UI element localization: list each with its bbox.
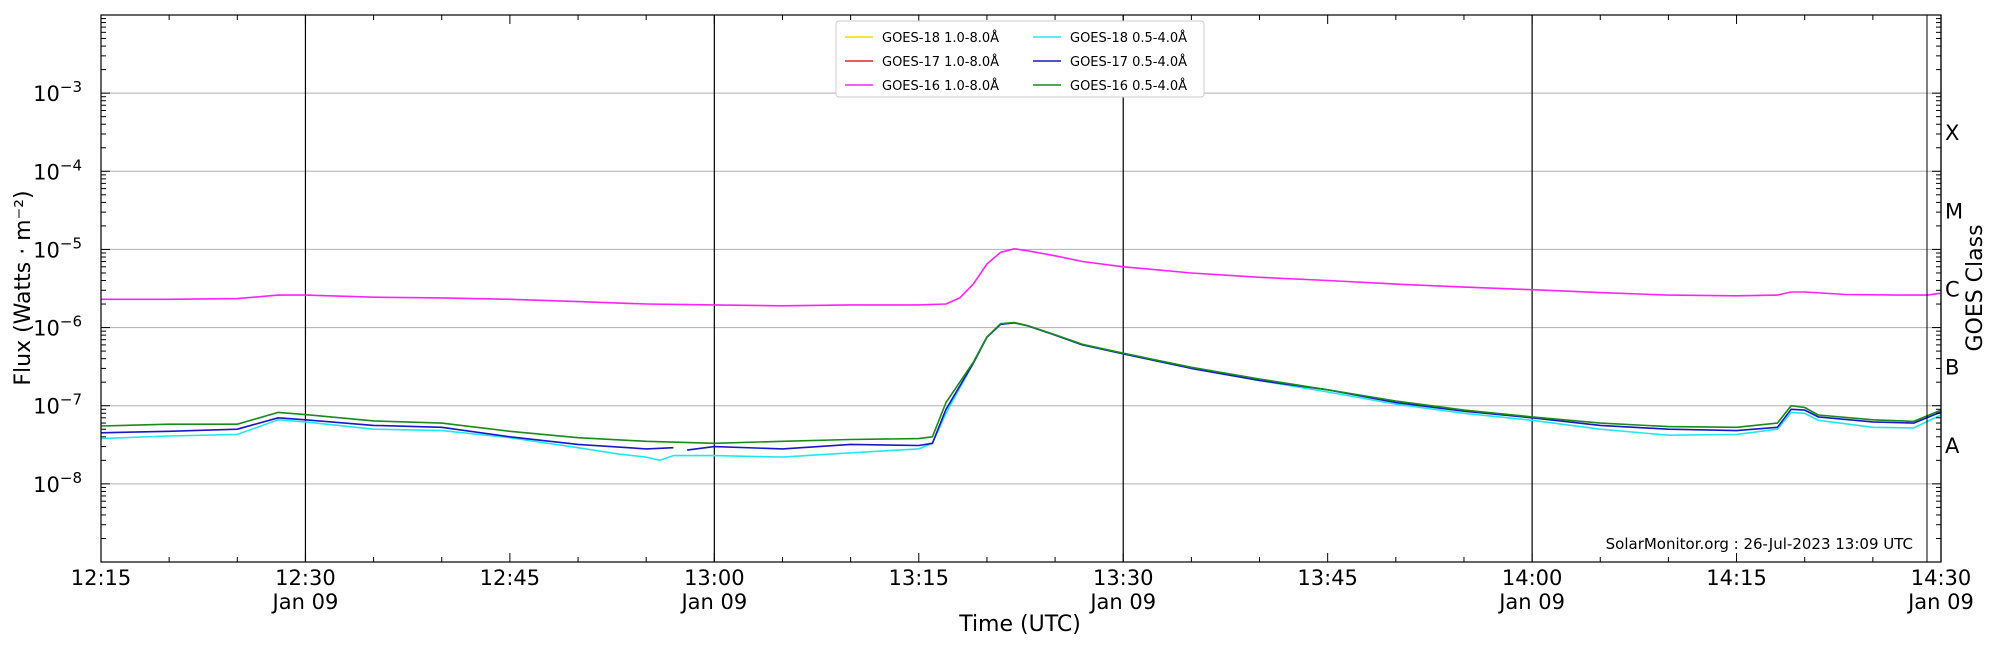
ticks <box>100 15 1942 563</box>
legend-label: GOES-16 1.0-8.0Å <box>882 78 999 94</box>
series-line <box>100 321 1942 445</box>
x-tick-date-label: Jan 09 <box>1088 590 1156 614</box>
legend-label: GOES-17 1.0-8.0Å <box>882 54 999 70</box>
goes-class-label: C <box>1945 278 1960 302</box>
x-tick-date-label: Jan 09 <box>1497 590 1565 614</box>
series-line <box>101 248 1942 307</box>
y-tick-labels: 10−8 10−7 10−6 10−5 10−4 10−3 <box>33 78 82 497</box>
x-axis-title: Time (UTC) <box>958 612 1081 637</box>
y2-axis-title: GOES Class <box>1963 224 1988 351</box>
y-tick-label: 10−6 <box>33 313 82 341</box>
goes-class-label: B <box>1945 356 1959 380</box>
legend-box <box>835 20 1205 98</box>
series-layer <box>100 248 1942 462</box>
plot-area <box>101 15 1941 562</box>
x-tick-label: 13:15 <box>889 566 950 590</box>
y-tick-label: 10−5 <box>33 234 82 262</box>
legend-label: GOES-17 0.5-4.0Å <box>1070 54 1187 70</box>
goes-class-labels: A B C M X <box>1945 121 1963 458</box>
y-tick-label: 10−4 <box>33 156 82 184</box>
x-tick-label: 14:15 <box>1706 566 1767 590</box>
y-tick-label: 10−8 <box>33 469 82 497</box>
x-tick-date-label: Jan 09 <box>1906 590 1974 614</box>
legend-label: GOES-16 0.5-4.0Å <box>1070 78 1187 94</box>
x-tick-label: 14:00 <box>1502 566 1563 590</box>
legend-label: GOES-18 1.0-8.0Å <box>882 30 999 46</box>
legend-label: GOES-18 0.5-4.0Å <box>1070 30 1187 46</box>
x-tick-label: 12:45 <box>480 566 541 590</box>
x-tick-label: 12:30 <box>275 566 336 590</box>
series-line <box>100 322 1942 451</box>
credit-annotation: SolarMonitor.org : 26-Jul-2023 13:09 UTC <box>1606 535 1913 553</box>
legend: GOES-18 1.0-8.0Å GOES-17 1.0-8.0Å GOES-16 … <box>835 20 1205 98</box>
goes-class-label: A <box>1945 434 1960 458</box>
x-tick-label: 13:30 <box>1093 566 1154 590</box>
y-tick-label: 10−7 <box>33 391 82 419</box>
x-tick-date-label: Jan 09 <box>679 590 747 614</box>
x-tick-label: 13:45 <box>1297 566 1358 590</box>
y-axis-title: Flux (Watts · m⁻²) <box>11 190 36 385</box>
legend-items: GOES-18 1.0-8.0Å GOES-17 1.0-8.0Å GOES-16 … <box>845 30 1187 94</box>
x-tick-label: 13:00 <box>684 566 745 590</box>
goes-class-label: X <box>1945 121 1959 145</box>
x-tick-date-label: Jan 09 <box>271 590 339 614</box>
x-tick-label: 12:15 <box>71 566 132 590</box>
x-tick-label: 14:30 <box>1911 566 1972 590</box>
goes-class-label: M <box>1945 199 1963 223</box>
y-tick-label: 10−3 <box>33 78 82 106</box>
